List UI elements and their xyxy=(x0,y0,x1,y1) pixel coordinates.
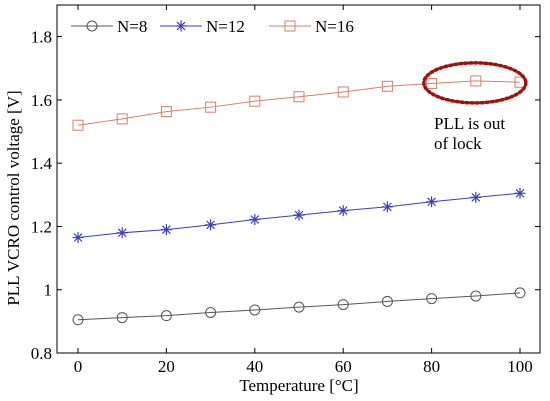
data-point-square xyxy=(249,95,261,107)
data-point-square xyxy=(381,80,393,92)
data-point-circle xyxy=(381,295,393,307)
x-tick-label: 20 xyxy=(158,357,175,376)
data-point-circle xyxy=(249,304,261,316)
y-tick-label: 1.6 xyxy=(31,91,52,110)
x-tick-label: 100 xyxy=(507,357,533,376)
series-line xyxy=(77,80,521,126)
data-point-asterisk xyxy=(337,205,349,217)
data-point-circle xyxy=(337,299,349,311)
data-point-circle xyxy=(86,20,98,32)
data-point-asterisk xyxy=(249,213,261,225)
data-point-square xyxy=(72,119,84,131)
data-point-asterisk xyxy=(72,232,84,244)
x-tick-label: 40 xyxy=(246,357,263,376)
x-tick-label: 60 xyxy=(335,357,352,376)
legend-item: N=16 xyxy=(269,17,354,36)
data-point-asterisk xyxy=(116,227,128,239)
legend-label: N=8 xyxy=(117,17,147,36)
data-point-asterisk xyxy=(205,219,217,231)
data-point-asterisk xyxy=(381,201,393,213)
data-point-circle xyxy=(293,301,305,313)
legend-item: N=8 xyxy=(71,17,147,36)
legend-label: N=16 xyxy=(315,17,354,36)
x-tick-label: 0 xyxy=(74,357,83,376)
data-point-circle xyxy=(116,312,128,324)
series-line xyxy=(77,292,521,321)
data-point-circle xyxy=(470,290,482,302)
data-point-asterisk xyxy=(175,20,187,32)
data-point-square xyxy=(116,113,128,125)
data-point-circle xyxy=(72,314,84,326)
data-point-square xyxy=(293,91,305,103)
data-point-circle xyxy=(205,307,217,319)
legend-label: N=12 xyxy=(206,17,245,36)
data-point-asterisk xyxy=(293,209,305,221)
y-tick-label: 1.2 xyxy=(31,217,52,236)
series-layer xyxy=(72,75,526,326)
y-tick-label: 1.8 xyxy=(31,28,52,47)
x-axis-title: Temperature [°C] xyxy=(239,376,358,395)
y-tick-label: 1 xyxy=(44,281,53,300)
y-axis-title: PLL VCRO control voltage [V] xyxy=(4,90,23,305)
data-point-asterisk xyxy=(160,224,172,236)
plot-frame xyxy=(56,4,541,354)
data-point-circle xyxy=(426,293,438,305)
legend: N=8 N=12 N=16 xyxy=(71,17,354,36)
data-point-circle xyxy=(160,310,172,322)
data-point-asterisk xyxy=(470,191,482,203)
data-point-square xyxy=(160,106,172,118)
legend-item: N=12 xyxy=(160,17,245,36)
y-tick-label: 1.4 xyxy=(31,154,53,173)
out-of-lock-ellipse xyxy=(422,61,528,105)
data-point-asterisk xyxy=(426,196,438,208)
data-point-square xyxy=(284,20,296,32)
series-n-12 xyxy=(72,187,526,244)
annotation-text-line: of lock xyxy=(434,134,482,153)
series-n-8 xyxy=(72,287,526,326)
axes: 0 20 40 60 80 100 0.8 1 1.2 1.4 1.6 1.8 xyxy=(31,4,541,376)
annotation-text-line: PLL is out xyxy=(434,114,505,133)
data-point-circle xyxy=(514,287,526,299)
data-point-asterisk xyxy=(514,187,526,199)
y-tick-label: 0.8 xyxy=(31,344,52,363)
series-n-16 xyxy=(72,75,526,131)
x-tick-label: 80 xyxy=(423,357,440,376)
data-point-square xyxy=(337,86,349,98)
data-point-square xyxy=(470,75,482,87)
data-point-square xyxy=(426,77,438,89)
data-point-square xyxy=(205,101,217,113)
